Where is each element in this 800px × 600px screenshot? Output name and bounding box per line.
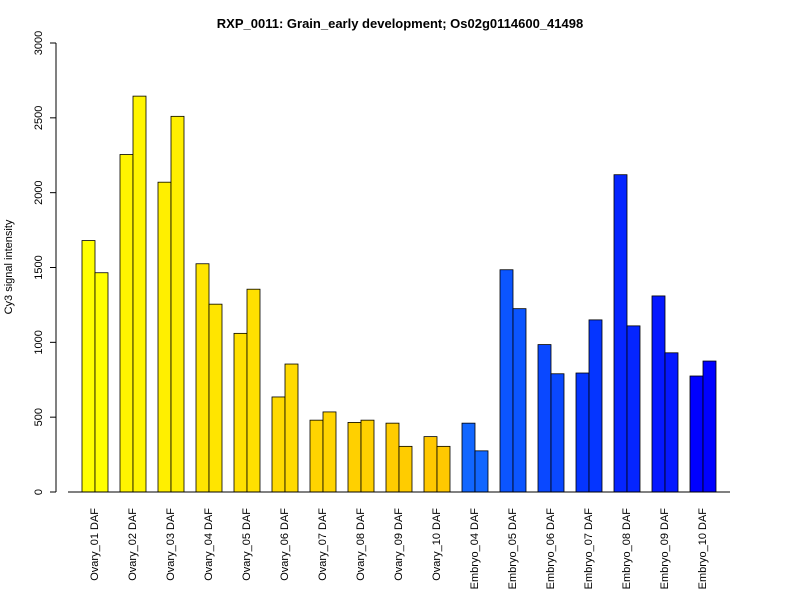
bar (575, 372, 590, 493)
bar (626, 325, 641, 493)
x-axis: Ovary_01 DAF Ovary_02 DAF Ovary_03 DAF Ovar… (68, 491, 730, 590)
bar (702, 360, 717, 493)
bar (322, 411, 337, 493)
bar (195, 263, 210, 493)
bar (588, 319, 603, 493)
y-tick-label: 1500 (33, 255, 45, 279)
x-tick-label: Ovary_06 DAF (279, 508, 291, 581)
x-tick-label: Ovary_01 DAF (89, 508, 101, 581)
x-tick-label: Embryo_08 DAF (621, 508, 633, 590)
bar (208, 303, 223, 493)
x-tick-label: Embryo_09 DAF (659, 508, 671, 590)
y-tick-label: 3000 (33, 31, 45, 55)
bar (461, 422, 476, 493)
chart-title: RXP_0011: Grain_early development; Os02g… (217, 16, 583, 31)
x-tick-label: Embryo_05 DAF (507, 508, 519, 590)
x-tick-label: Ovary_05 DAF (241, 508, 253, 581)
bar (360, 419, 375, 493)
x-tick-label: Ovary_08 DAF (355, 508, 367, 581)
bar (94, 272, 109, 493)
x-tick-label: Embryo_06 DAF (545, 508, 557, 590)
bar (398, 445, 413, 493)
x-tick-label: Ovary_04 DAF (203, 508, 215, 581)
bar (550, 373, 565, 493)
y-tick-label: 0 (33, 489, 45, 495)
x-tick-label: Ovary_09 DAF (393, 508, 405, 581)
bar (613, 174, 628, 493)
y-tick-label: 1000 (33, 330, 45, 354)
bar (664, 352, 679, 493)
bar (423, 436, 438, 493)
y-axis: 0 500 1000 1500 2000 2500 3000 (33, 31, 57, 495)
bar (499, 269, 514, 493)
bar (436, 445, 451, 493)
x-tick-label: Ovary_07 DAF (317, 508, 329, 581)
bar (233, 332, 248, 493)
bar (512, 308, 527, 493)
bar (132, 95, 147, 493)
bar (157, 181, 172, 493)
bar (271, 396, 286, 493)
bar (246, 288, 261, 493)
x-tick-label: Embryo_04 DAF (469, 508, 481, 590)
bar (119, 154, 134, 493)
bar (537, 344, 552, 493)
bar (385, 422, 400, 493)
bar (651, 295, 666, 493)
x-tick-label: Ovary_02 DAF (127, 508, 139, 581)
bars (81, 95, 717, 493)
x-tick-label: Ovary_10 DAF (431, 508, 443, 581)
bar (284, 363, 299, 493)
x-tick-label: Embryo_07 DAF (583, 508, 595, 590)
y-tick-label: 2000 (33, 180, 45, 204)
bar (170, 115, 185, 493)
y-axis-label: Cy3 signal intensity (3, 219, 15, 314)
bar (81, 240, 96, 493)
x-tick-label: Ovary_03 DAF (165, 508, 177, 581)
y-tick-label: 500 (33, 408, 45, 426)
bar (689, 375, 704, 493)
x-tick-label: Embryo_10 DAF (697, 508, 709, 590)
bar (309, 419, 324, 493)
bar (474, 450, 489, 493)
bar (347, 422, 362, 493)
y-tick-label: 2500 (33, 106, 45, 130)
